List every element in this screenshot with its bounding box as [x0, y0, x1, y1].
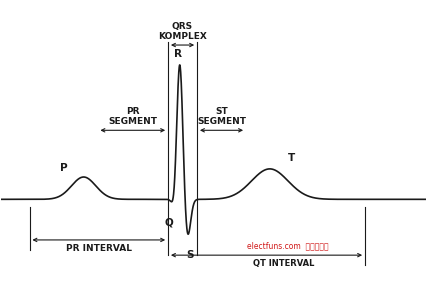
Text: QRS
KOMPLEX: QRS KOMPLEX: [158, 22, 207, 41]
Text: PR
SEGMENT: PR SEGMENT: [108, 107, 157, 126]
Text: S: S: [186, 250, 193, 260]
Text: Q: Q: [164, 218, 173, 228]
Text: PR INTERVAL: PR INTERVAL: [66, 244, 132, 253]
Text: R: R: [174, 49, 182, 59]
Text: ST
SEGMENT: ST SEGMENT: [196, 107, 245, 126]
Text: QT INTERVAL: QT INTERVAL: [253, 259, 314, 268]
Text: electfuns.com  电子发烧友: electfuns.com 电子发烧友: [247, 241, 328, 250]
Text: P: P: [60, 163, 68, 173]
Text: T: T: [287, 153, 294, 163]
